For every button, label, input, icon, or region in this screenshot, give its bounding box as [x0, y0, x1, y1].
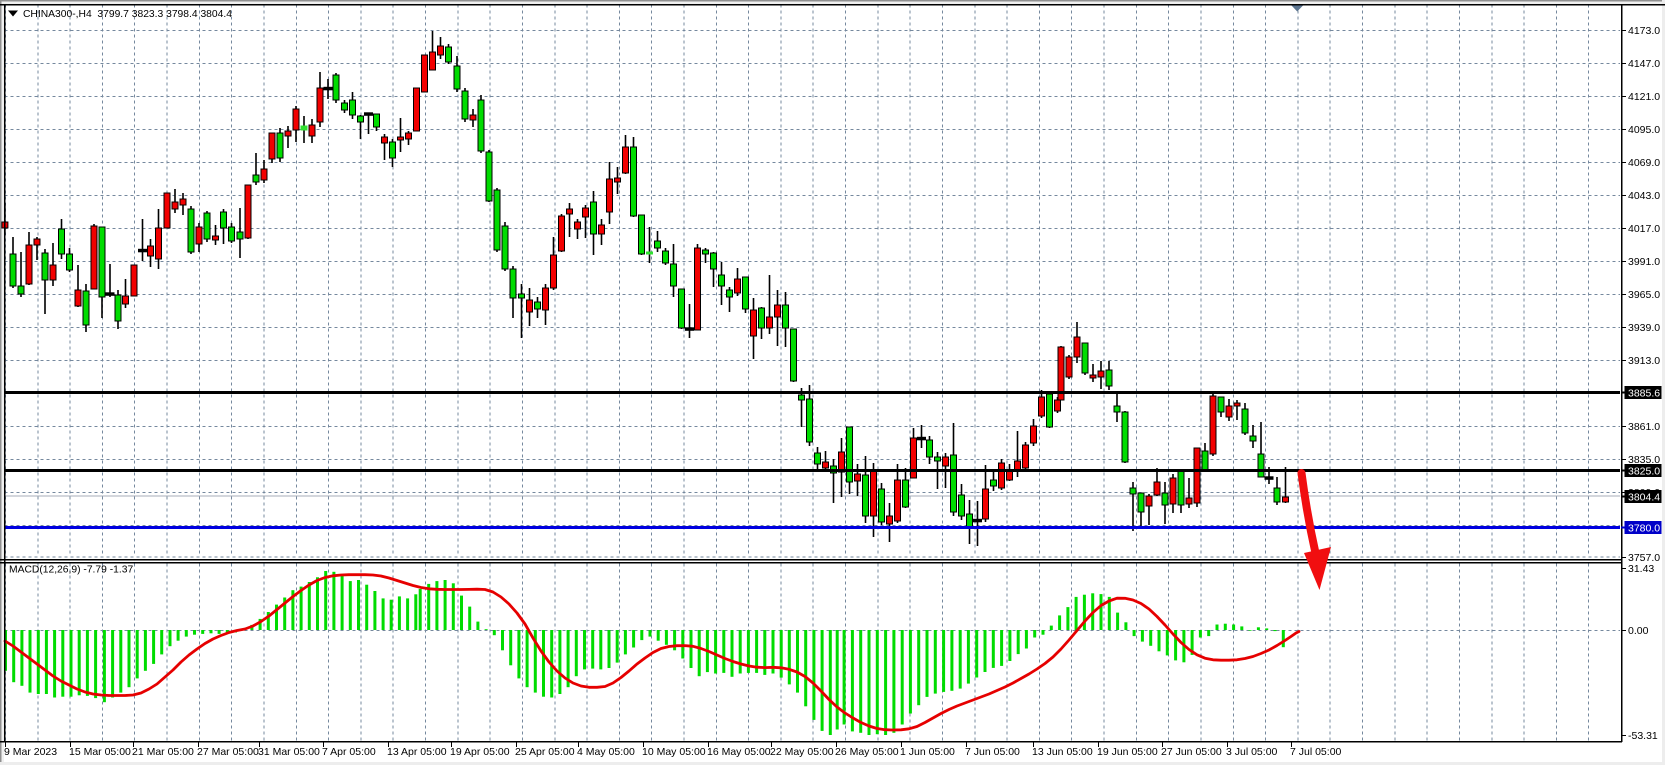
svg-text:4069.0: 4069.0: [1628, 157, 1660, 169]
svg-text:25 Apr 05:00: 25 Apr 05:00: [515, 746, 575, 758]
svg-text:CHINA300-,H4 3799.7 3823.3 37: CHINA300-,H4 3799.7 3823.3 3798.4 3804.4: [23, 9, 232, 20]
svg-text:3861.0: 3861.0: [1628, 421, 1660, 433]
svg-text:7 Apr 05:00: 7 Apr 05:00: [322, 746, 376, 758]
svg-text:7 Jun 05:00: 7 Jun 05:00: [965, 746, 1020, 758]
svg-text:3835.0: 3835.0: [1628, 454, 1660, 466]
svg-text:3757.0: 3757.0: [1628, 552, 1660, 564]
svg-text:19 Apr 05:00: 19 Apr 05:00: [450, 746, 510, 758]
svg-text:3991.0: 3991.0: [1628, 256, 1660, 268]
svg-text:27 Mar 05:00: 27 Mar 05:00: [197, 746, 259, 758]
svg-text:27 Jun 05:00: 27 Jun 05:00: [1161, 746, 1222, 758]
svg-text:0.00: 0.00: [1628, 625, 1649, 637]
svg-text:4095.0: 4095.0: [1628, 124, 1660, 136]
svg-text:3825.0: 3825.0: [1628, 466, 1660, 478]
svg-text:4147.0: 4147.0: [1628, 58, 1660, 70]
svg-text:31.43: 31.43: [1628, 563, 1654, 575]
svg-text:13 Jun 05:00: 13 Jun 05:00: [1032, 746, 1093, 758]
svg-text:7 Jul 05:00: 7 Jul 05:00: [1290, 746, 1342, 758]
svg-text:MACD(12,26,9) -7.79 -1.37: MACD(12,26,9) -7.79 -1.37: [9, 565, 133, 576]
svg-text:9 Mar 2023: 9 Mar 2023: [4, 746, 57, 758]
svg-text:3939.0: 3939.0: [1628, 322, 1660, 334]
svg-text:21 Mar 05:00: 21 Mar 05:00: [132, 746, 194, 758]
svg-text:4173.0: 4173.0: [1628, 25, 1660, 37]
svg-text:22 May 05:00: 22 May 05:00: [770, 746, 834, 758]
svg-text:16 May 05:00: 16 May 05:00: [707, 746, 771, 758]
svg-text:3 Jul 05:00: 3 Jul 05:00: [1226, 746, 1278, 758]
svg-text:19 Jun 05:00: 19 Jun 05:00: [1097, 746, 1158, 758]
svg-text:3913.0: 3913.0: [1628, 355, 1660, 367]
svg-text:13 Apr 05:00: 13 Apr 05:00: [387, 746, 447, 758]
svg-text:31 Mar 05:00: 31 Mar 05:00: [258, 746, 320, 758]
svg-text:15 Mar 05:00: 15 Mar 05:00: [69, 746, 131, 758]
svg-text:26 May 05:00: 26 May 05:00: [835, 746, 899, 758]
svg-text:-53.31: -53.31: [1628, 730, 1658, 742]
svg-text:4017.0: 4017.0: [1628, 223, 1660, 235]
svg-text:4043.0: 4043.0: [1628, 190, 1660, 202]
svg-text:4121.0: 4121.0: [1628, 91, 1660, 103]
svg-text:1 Jun 05:00: 1 Jun 05:00: [900, 746, 955, 758]
svg-text:3885.6: 3885.6: [1628, 388, 1660, 400]
svg-text:3804.4: 3804.4: [1628, 492, 1660, 504]
svg-text:3965.0: 3965.0: [1628, 289, 1660, 301]
svg-text:3780.0: 3780.0: [1628, 523, 1660, 535]
svg-text:10 May 05:00: 10 May 05:00: [642, 746, 706, 758]
svg-text:4 May 05:00: 4 May 05:00: [577, 746, 635, 758]
